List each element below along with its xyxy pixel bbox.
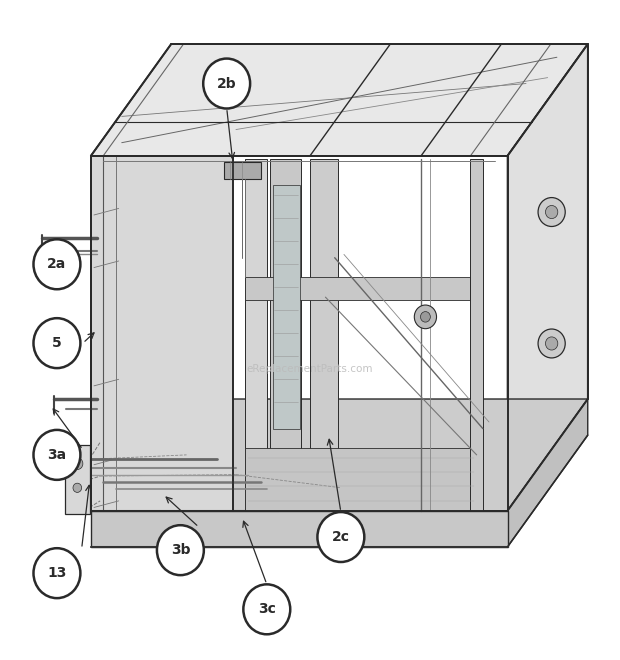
Text: 3c: 3c	[258, 603, 276, 616]
Polygon shape	[91, 399, 588, 511]
Circle shape	[157, 525, 204, 575]
Circle shape	[33, 430, 81, 480]
Circle shape	[317, 512, 365, 562]
Circle shape	[546, 205, 558, 218]
Text: 3a: 3a	[47, 448, 66, 462]
Polygon shape	[310, 159, 338, 511]
Text: eReplacementParts.com: eReplacementParts.com	[247, 364, 373, 374]
Circle shape	[243, 584, 290, 634]
Circle shape	[538, 329, 565, 358]
Polygon shape	[471, 159, 483, 511]
Polygon shape	[245, 448, 477, 511]
Circle shape	[73, 483, 82, 492]
Circle shape	[33, 240, 81, 289]
Text: 2c: 2c	[332, 530, 350, 544]
Text: 5: 5	[52, 336, 62, 350]
Polygon shape	[245, 159, 267, 511]
Polygon shape	[224, 162, 260, 179]
Circle shape	[203, 59, 250, 108]
Text: 13: 13	[47, 566, 66, 580]
Text: 2a: 2a	[47, 257, 66, 271]
Circle shape	[33, 548, 81, 598]
Polygon shape	[508, 399, 588, 547]
Polygon shape	[91, 156, 233, 511]
Polygon shape	[91, 44, 588, 156]
Polygon shape	[270, 159, 301, 511]
Polygon shape	[65, 445, 90, 514]
Polygon shape	[91, 511, 508, 547]
Polygon shape	[245, 277, 471, 300]
Circle shape	[538, 197, 565, 226]
Circle shape	[420, 312, 430, 322]
Circle shape	[546, 337, 558, 350]
Circle shape	[33, 318, 81, 368]
Text: 3b: 3b	[170, 543, 190, 557]
Polygon shape	[273, 185, 299, 428]
Polygon shape	[508, 44, 588, 511]
Circle shape	[72, 458, 83, 469]
Text: 2b: 2b	[217, 77, 236, 90]
Circle shape	[414, 305, 436, 329]
